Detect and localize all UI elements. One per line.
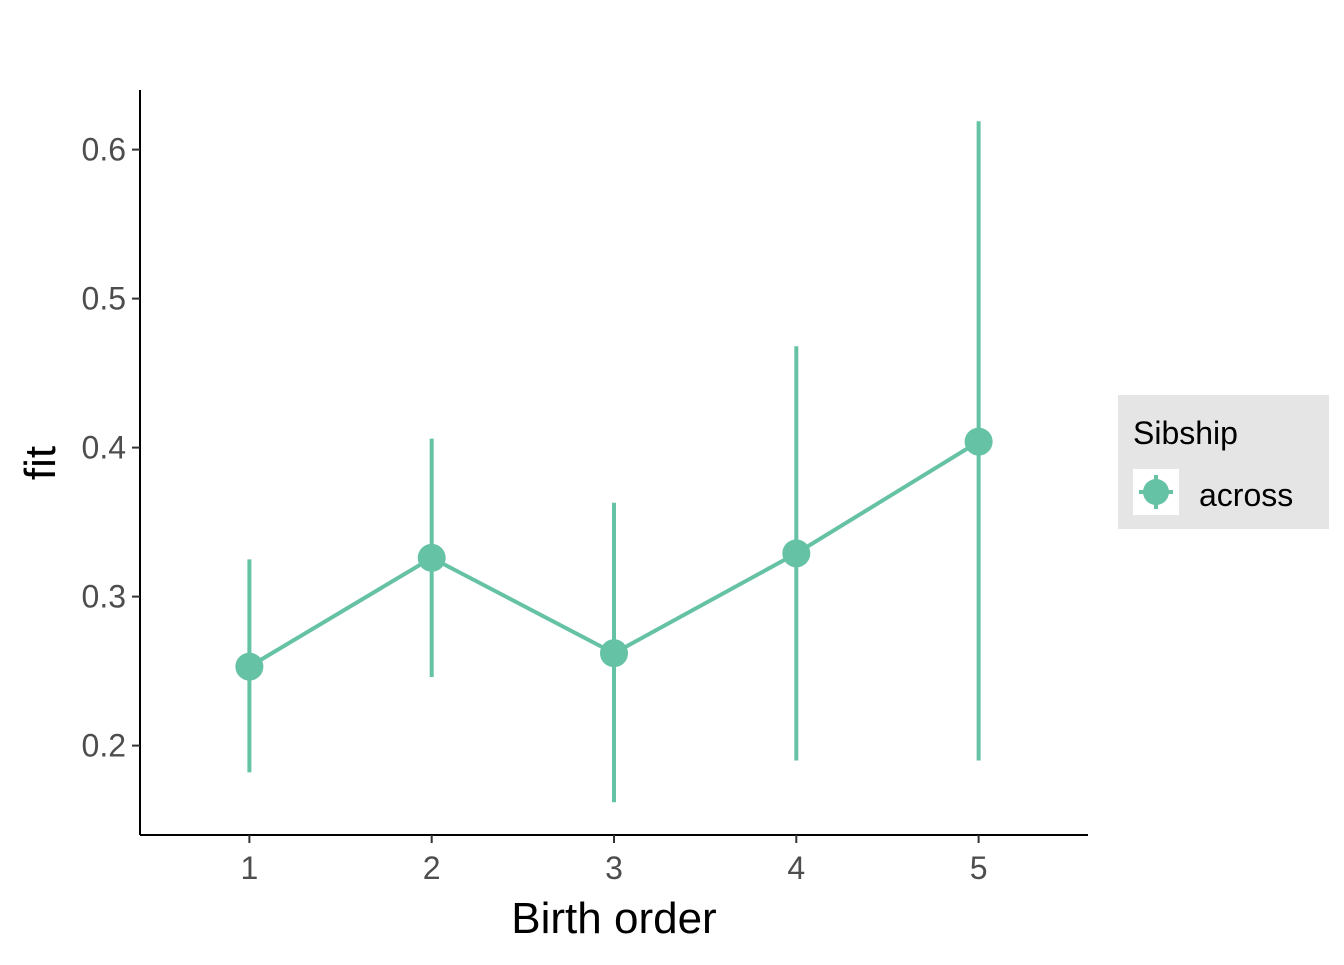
y-tick-label: 0.5 <box>82 281 126 317</box>
legend-key-point <box>1143 479 1169 505</box>
x-tick-label: 3 <box>605 850 623 886</box>
y-tick-label: 0.6 <box>82 132 126 168</box>
x-tick-label: 4 <box>787 850 805 886</box>
x-axis-ticks: 1 2 3 4 5 <box>240 835 988 886</box>
legend-label-across: across <box>1199 477 1293 513</box>
y-tick-label: 0.2 <box>82 728 126 764</box>
data-point <box>964 427 993 456</box>
y-tick-label: 0.4 <box>82 430 126 466</box>
legend: Sibship across <box>1118 395 1329 529</box>
x-tick-label: 1 <box>240 850 258 886</box>
data-point <box>235 652 264 681</box>
data-point <box>417 543 446 572</box>
data-point <box>600 639 628 668</box>
y-axis-ticks: 0.2 0.3 0.4 0.5 0.6 <box>82 132 140 764</box>
x-tick-label: 2 <box>423 850 441 886</box>
chart-marks <box>235 121 993 803</box>
x-tick-label: 5 <box>970 850 988 886</box>
x-axis-title: Birth order <box>511 894 716 943</box>
y-tick-label: 0.3 <box>82 579 126 615</box>
y-axis-title: fit <box>16 446 65 480</box>
series-across <box>235 121 993 803</box>
legend-title: Sibship <box>1133 415 1238 451</box>
data-point <box>782 539 811 568</box>
